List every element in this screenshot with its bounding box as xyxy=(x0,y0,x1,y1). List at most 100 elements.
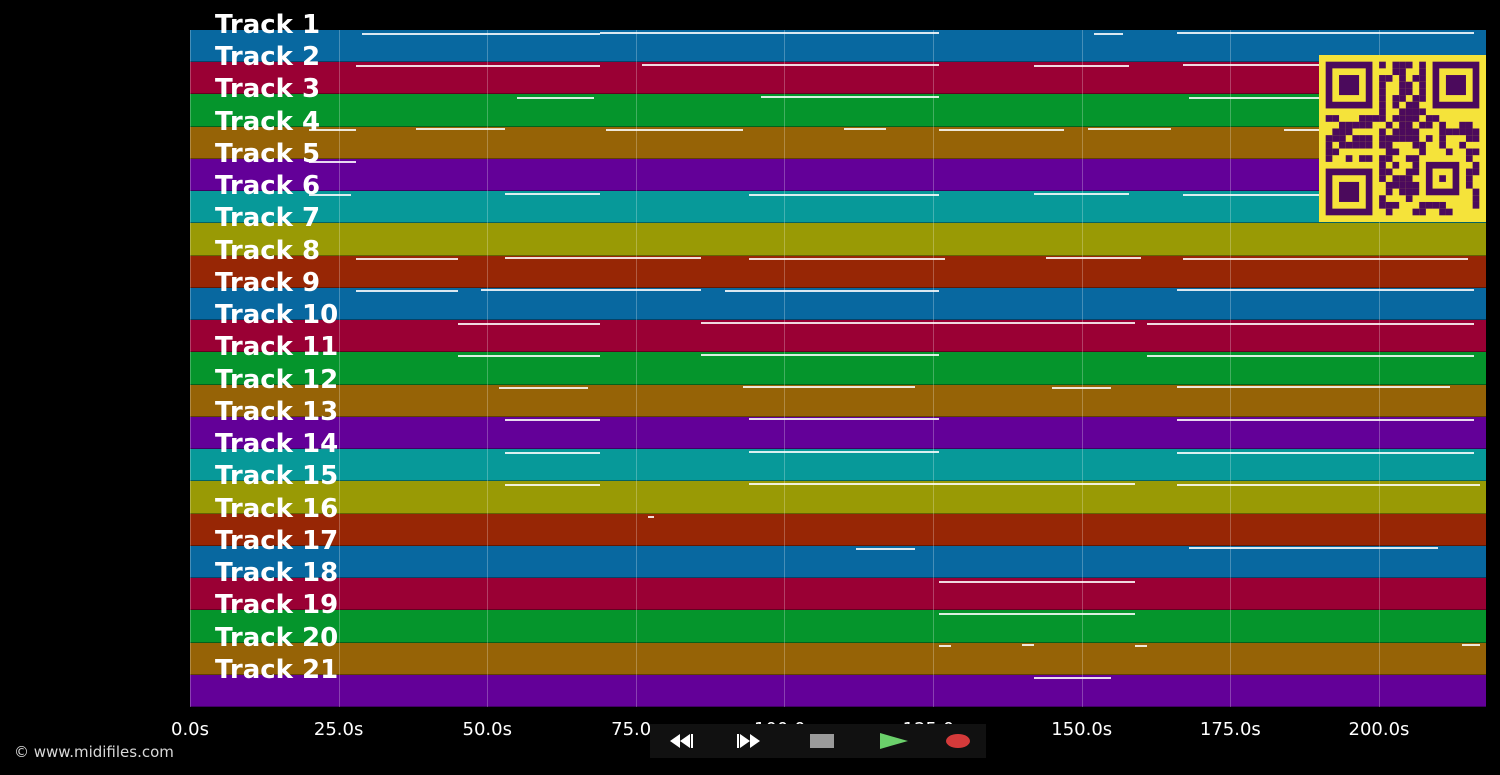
track-label: Track 14 xyxy=(215,429,339,460)
grid-line xyxy=(933,30,935,707)
note-segment xyxy=(1462,644,1481,647)
note-segment xyxy=(499,387,589,390)
track-label: Track 5 xyxy=(215,138,321,169)
stop-button[interactable] xyxy=(794,727,850,755)
piano-roll-plot xyxy=(190,30,1486,707)
note-segment xyxy=(1022,644,1035,647)
note-segment xyxy=(356,258,458,261)
note-segment xyxy=(855,548,916,551)
track-lane xyxy=(190,94,1486,127)
track-label: Track 6 xyxy=(215,171,321,202)
x-tick-label: 200.0s xyxy=(1348,719,1410,740)
playback-controls xyxy=(650,724,986,758)
track-lane xyxy=(190,578,1486,611)
note-segment xyxy=(1188,547,1439,550)
track-label: Track 12 xyxy=(215,364,339,395)
track-label: Track 19 xyxy=(215,590,339,621)
note-segment xyxy=(457,322,601,325)
track-lane xyxy=(190,481,1486,514)
track-lane xyxy=(190,62,1486,95)
note-segment xyxy=(843,128,886,131)
fast-forward-icon xyxy=(737,734,760,748)
grid-line xyxy=(338,30,340,707)
track-label: Track 17 xyxy=(215,525,339,556)
track-lane xyxy=(190,255,1486,288)
note-segment xyxy=(505,419,601,422)
track-lane xyxy=(190,287,1486,321)
note-segment xyxy=(1176,483,1481,486)
x-tick-label: 175.0s xyxy=(1199,719,1261,740)
note-segment xyxy=(481,289,702,292)
note-segment xyxy=(1135,645,1148,648)
note-segment xyxy=(1176,386,1451,389)
rewind-button[interactable] xyxy=(658,727,714,755)
track-lane xyxy=(190,384,1486,417)
play-button[interactable] xyxy=(862,727,918,755)
note-segment xyxy=(1087,128,1171,131)
note-segment xyxy=(742,386,916,389)
track-label: Track 3 xyxy=(215,74,321,105)
note-segment xyxy=(1188,96,1320,99)
track-label: Track 11 xyxy=(215,332,339,363)
x-tick-label: 75.0s xyxy=(611,719,661,740)
note-segment xyxy=(1046,257,1142,260)
note-segment xyxy=(939,612,1136,615)
note-segment xyxy=(1034,677,1112,680)
note-segment xyxy=(939,645,951,648)
note-segment xyxy=(356,290,458,293)
track-label: Track 9 xyxy=(215,267,321,298)
track-lane xyxy=(190,223,1486,256)
stop-icon xyxy=(810,734,834,748)
note-segment xyxy=(1176,419,1475,422)
note-segment xyxy=(362,32,601,35)
track-lane xyxy=(190,158,1486,192)
note-segment xyxy=(516,96,595,99)
track-lane xyxy=(190,352,1486,385)
note-segment xyxy=(1147,354,1475,357)
record-button[interactable] xyxy=(930,727,986,755)
note-segment xyxy=(505,192,601,195)
note-segment xyxy=(308,161,357,164)
fast-forward-button[interactable] xyxy=(726,727,782,755)
track-label: Track 10 xyxy=(215,300,339,331)
note-segment xyxy=(1093,32,1124,35)
track-lane xyxy=(190,674,1486,707)
note-segment xyxy=(748,482,1136,485)
note-segment xyxy=(748,450,940,453)
note-segment xyxy=(1147,322,1475,325)
note-segment xyxy=(600,31,940,34)
note-segment xyxy=(701,321,1136,324)
note-segment xyxy=(1176,31,1475,34)
note-segment xyxy=(308,129,357,132)
x-tick-label: 50.0s xyxy=(462,719,512,740)
grid-line xyxy=(487,30,489,707)
note-segment xyxy=(701,353,940,356)
grid-line xyxy=(784,30,786,707)
note-segment xyxy=(505,257,702,260)
note-segment xyxy=(939,580,1136,583)
track-lane xyxy=(190,191,1486,224)
track-lane xyxy=(190,642,1486,675)
copyright-text: © www.midifiles.com xyxy=(14,743,174,761)
note-segment xyxy=(760,95,940,98)
note-segment xyxy=(1034,64,1130,67)
rewind-icon xyxy=(670,734,693,748)
x-tick-label: 0.0s xyxy=(170,719,210,740)
note-segment xyxy=(1176,451,1475,454)
track-lane xyxy=(190,513,1486,546)
grid-line xyxy=(190,30,191,707)
x-tick-label: 150.0s xyxy=(1051,719,1113,740)
note-segment xyxy=(505,451,601,454)
track-label: Track 2 xyxy=(215,42,321,73)
play-icon xyxy=(880,733,908,749)
grid-line xyxy=(1230,30,1232,707)
grid-line xyxy=(635,30,637,707)
track-label: Track 20 xyxy=(215,622,339,653)
note-segment xyxy=(1176,289,1475,292)
track-lane xyxy=(190,30,1486,63)
track-label: Track 7 xyxy=(215,203,321,234)
grid-line xyxy=(1081,30,1083,707)
record-icon xyxy=(946,734,970,748)
track-label: Track 21 xyxy=(215,654,339,685)
note-segment xyxy=(725,290,940,293)
